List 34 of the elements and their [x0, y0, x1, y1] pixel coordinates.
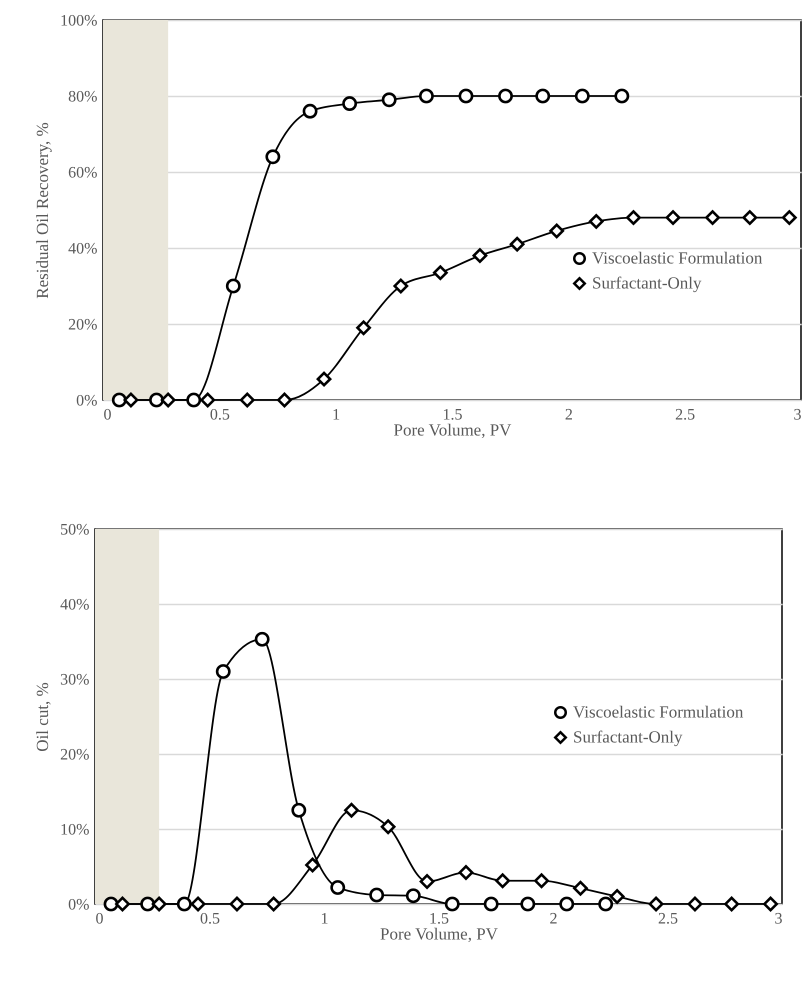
x-tick-label: 1.5	[442, 406, 462, 424]
x-tick-label: 1	[332, 406, 340, 424]
x-axis-title: Pore Volume, PV	[394, 420, 512, 440]
y-tick-label: 0%	[76, 392, 98, 410]
x-tick-label: 3	[774, 910, 782, 928]
x-tick-label: 0	[96, 910, 104, 928]
y-axis-title: Residual Oil Recovery, %	[33, 122, 52, 299]
y-axis-title: Oil cut, %	[33, 682, 52, 752]
y-tick-label: 20%	[60, 746, 90, 764]
legend-label: Surfactant-Only	[592, 274, 702, 292]
x-tick-label: 0.5	[210, 406, 230, 424]
x-tick-label: 2.5	[658, 910, 678, 928]
x-tick-label: 2	[564, 406, 573, 424]
y-tick-label: 20%	[68, 316, 98, 334]
y-tick-label: 0%	[68, 896, 90, 914]
legend-label: Viscoelastic Formulation	[573, 702, 744, 722]
x-tick-label: 2.5	[675, 406, 696, 424]
x-tick-label: 2	[550, 910, 558, 928]
x-tick-label: 0	[104, 406, 112, 424]
y-tick-label: 60%	[68, 164, 98, 182]
y-tick-label: 80%	[68, 88, 98, 106]
y-tick-label: 100%	[60, 12, 98, 30]
x-tick-label: 1.5	[429, 910, 449, 928]
x-axis-title: Pore Volume, PV	[380, 924, 499, 944]
x-tick-label: 1	[320, 910, 328, 928]
y-tick-label: 40%	[68, 240, 98, 258]
x-tick-label: 0.5	[200, 910, 220, 928]
legend-label: Viscoelastic Formulation	[592, 248, 763, 268]
legend-label: Surfactant-Only	[573, 728, 684, 746]
y-tick-label: 30%	[60, 672, 90, 688]
x-tick-label: 3	[794, 406, 802, 424]
y-tick-label: 10%	[60, 822, 90, 838]
y-tick-label: 40%	[60, 596, 90, 614]
y-tick-label: 50%	[60, 522, 90, 538]
